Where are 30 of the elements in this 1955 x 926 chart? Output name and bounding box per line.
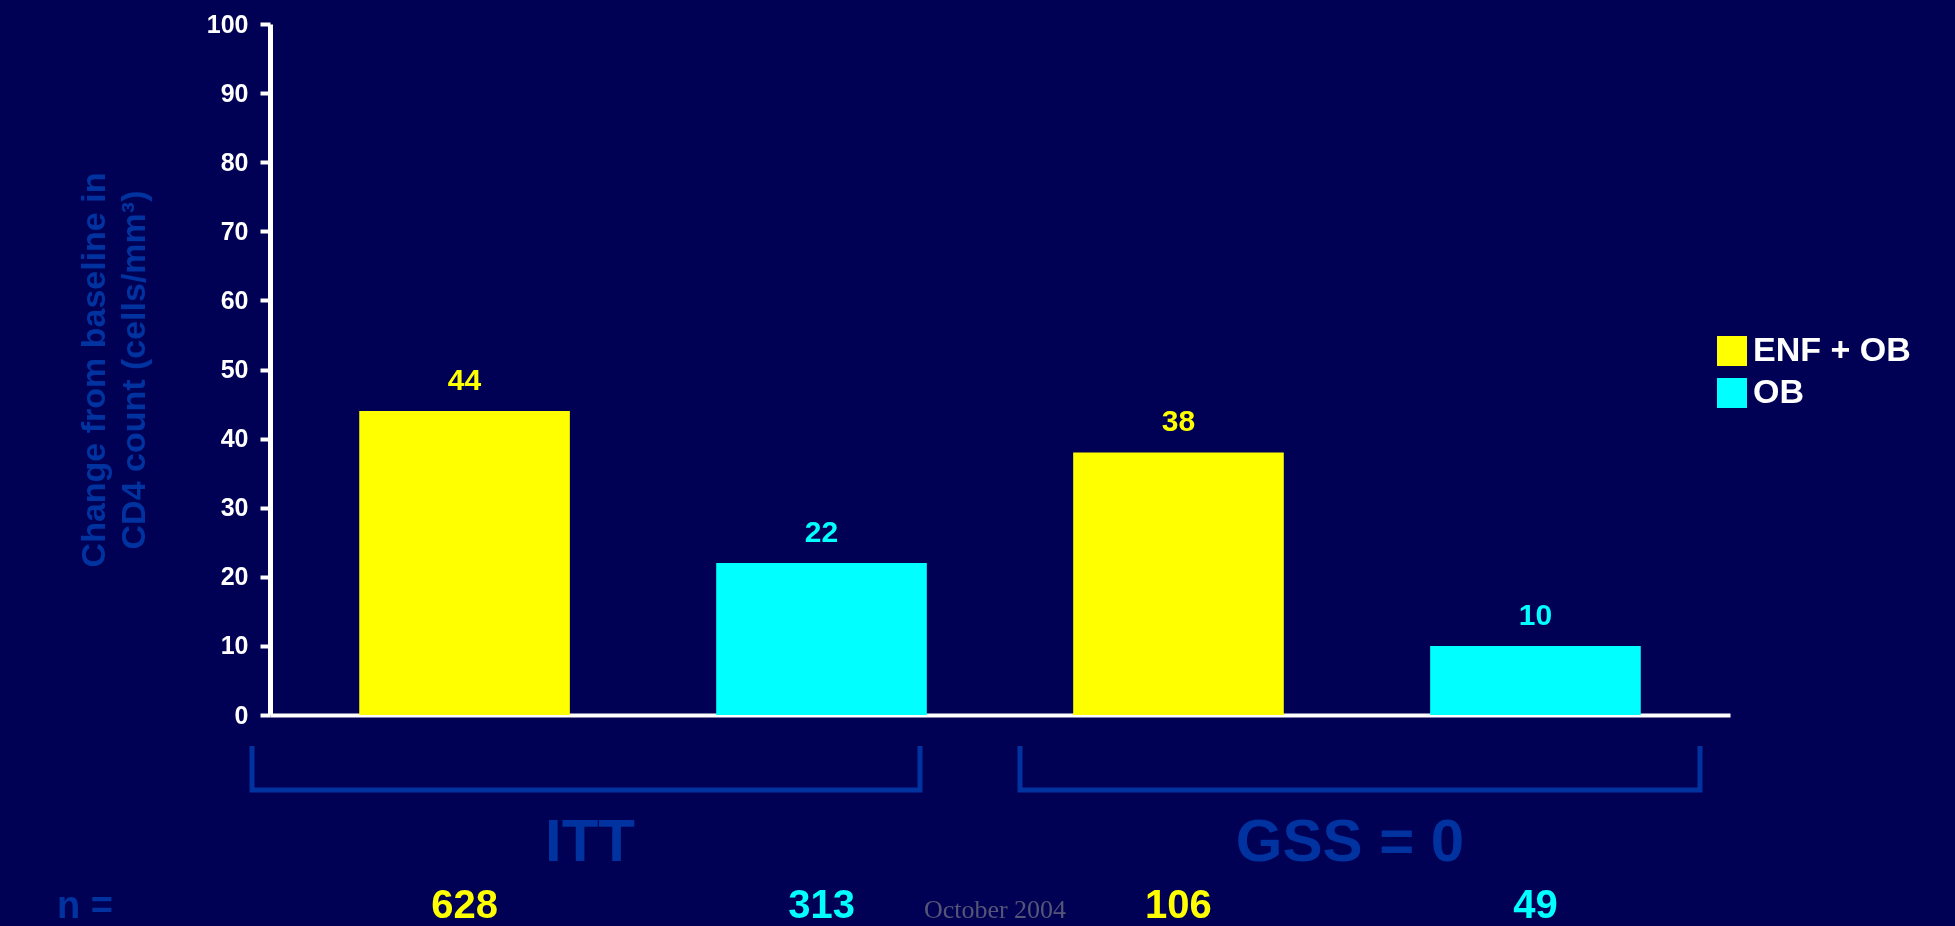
x-tick-label: 49 bbox=[1513, 881, 1558, 926]
data-label: 10 bbox=[1518, 597, 1553, 631]
y-tick-label: 0 bbox=[234, 700, 249, 729]
y-tick-label: 40 bbox=[220, 424, 249, 453]
legend-label: ENF + OB bbox=[1753, 330, 1911, 368]
bar bbox=[716, 562, 927, 715]
bar bbox=[1073, 452, 1284, 715]
y-tick-label: 80 bbox=[220, 147, 249, 176]
y-tick-label: 70 bbox=[220, 216, 249, 245]
y-tick-label: 30 bbox=[220, 493, 249, 522]
text: ITT bbox=[545, 805, 635, 875]
bar bbox=[1430, 645, 1641, 715]
y-tick-label: 100 bbox=[206, 9, 249, 38]
bar bbox=[359, 410, 570, 715]
text: GSS = 0 bbox=[1235, 805, 1465, 875]
y-tick-label: 20 bbox=[220, 562, 249, 591]
legend-label: OB bbox=[1753, 372, 1804, 410]
x-tick-label: 106 bbox=[1145, 881, 1212, 926]
data-label: 38 bbox=[1161, 404, 1196, 438]
y-tick-label: 10 bbox=[220, 631, 249, 660]
text: n = bbox=[57, 883, 113, 926]
y-tick-label: 90 bbox=[220, 78, 249, 107]
data-label: 22 bbox=[804, 514, 839, 548]
x-tick-label: 313 bbox=[788, 881, 855, 926]
text: October 2004 bbox=[923, 895, 1067, 925]
y-tick-label: 50 bbox=[220, 355, 249, 383]
y-tick-label: 60 bbox=[220, 285, 249, 314]
y-axis-title: Change from baseline in CD4 count (cells/mm³) bbox=[73, 172, 152, 568]
data-label: 44 bbox=[447, 362, 482, 396]
x-tick-label: 628 bbox=[431, 881, 498, 926]
